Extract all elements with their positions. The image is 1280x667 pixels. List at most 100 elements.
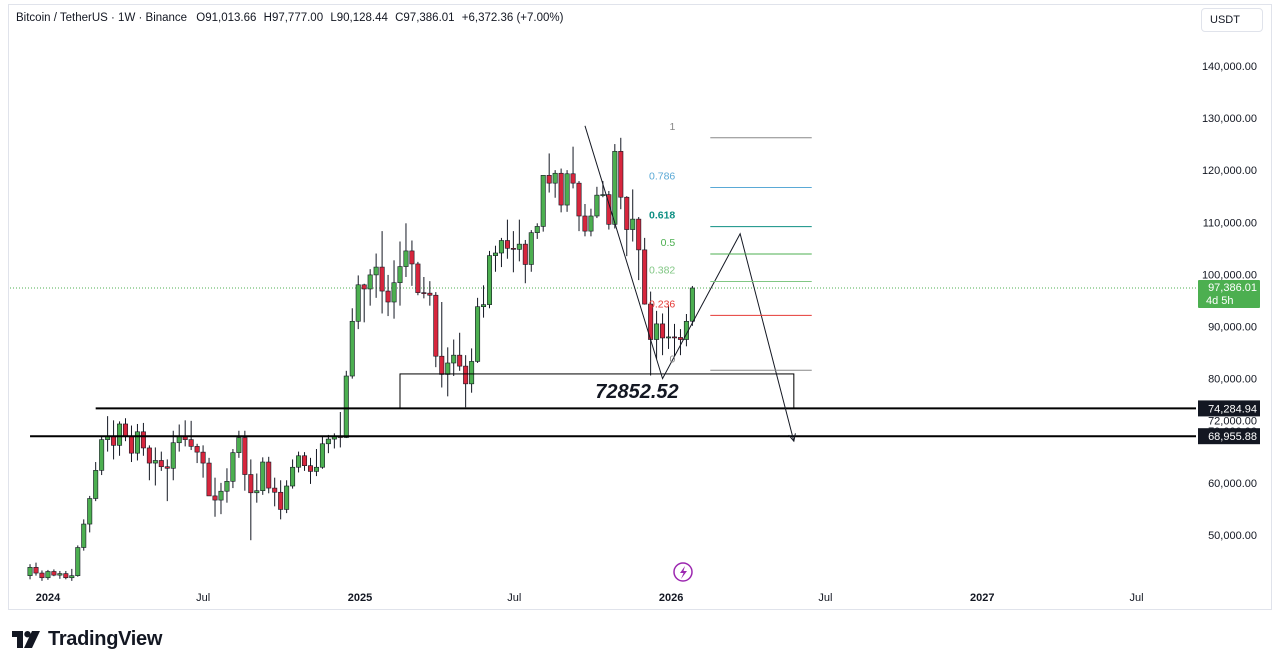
candle[interactable] [618, 137, 624, 210]
candle[interactable] [75, 545, 81, 577]
candle[interactable] [224, 468, 230, 503]
candle[interactable] [433, 292, 439, 368]
candle[interactable] [93, 462, 99, 502]
candle[interactable] [391, 260, 397, 319]
candle[interactable] [373, 253, 379, 298]
candle[interactable] [451, 339, 457, 377]
candle[interactable] [45, 569, 51, 580]
candle[interactable] [242, 430, 248, 491]
candle[interactable] [677, 329, 683, 356]
candle[interactable] [576, 181, 582, 232]
candle[interactable] [492, 245, 498, 272]
candle[interactable] [212, 477, 218, 517]
candle[interactable] [582, 204, 588, 237]
candle[interactable] [27, 564, 33, 580]
candle[interactable] [33, 562, 39, 576]
candle[interactable] [51, 569, 57, 577]
candle[interactable] [671, 323, 677, 357]
candle[interactable] [99, 435, 105, 476]
candle[interactable] [463, 355, 469, 408]
tradingview-logo[interactable]: TradingView [12, 627, 162, 651]
support-zone-box[interactable] [399, 373, 795, 409]
candle[interactable] [594, 186, 600, 219]
candle[interactable] [230, 448, 236, 489]
candle[interactable] [337, 411, 343, 448]
candle[interactable] [284, 480, 290, 514]
candle[interactable] [403, 223, 409, 277]
candle[interactable] [642, 237, 648, 305]
candle[interactable] [564, 170, 570, 212]
candle[interactable] [87, 495, 93, 533]
candle[interactable] [481, 285, 487, 318]
candle[interactable] [630, 189, 636, 242]
projection-path[interactable] [584, 125, 795, 442]
candle[interactable] [105, 416, 111, 452]
candle[interactable] [123, 418, 129, 442]
candle[interactable] [361, 283, 367, 323]
candle[interactable] [260, 457, 266, 495]
candle[interactable] [278, 480, 284, 520]
candle[interactable] [325, 434, 331, 454]
level-price-tag[interactable]: 68,955.88 [1198, 428, 1260, 445]
candle[interactable] [218, 482, 224, 515]
lightning-event-icon[interactable] [673, 562, 693, 582]
candle[interactable] [552, 170, 558, 198]
candle[interactable] [588, 208, 594, 237]
candle[interactable] [158, 451, 164, 471]
candle[interactable] [624, 196, 630, 257]
candle[interactable] [498, 237, 504, 268]
candle[interactable] [427, 281, 433, 306]
candle[interactable] [290, 459, 296, 489]
candle[interactable] [409, 240, 415, 286]
candle[interactable] [367, 269, 373, 306]
candle[interactable] [164, 459, 170, 502]
candle[interactable] [355, 275, 361, 330]
candle[interactable] [248, 459, 254, 541]
candle[interactable] [206, 457, 212, 497]
chart-panel[interactable] [8, 4, 1272, 610]
candle[interactable] [540, 175, 546, 232]
candle[interactable] [81, 519, 87, 551]
candle[interactable] [421, 276, 427, 299]
candle[interactable] [636, 217, 642, 281]
candle[interactable] [439, 302, 445, 388]
candle[interactable] [182, 420, 188, 447]
candle[interactable] [128, 425, 134, 463]
candle[interactable] [152, 447, 158, 486]
candle[interactable] [117, 421, 123, 456]
candle[interactable] [385, 274, 391, 317]
candle[interactable] [272, 477, 278, 507]
currency-button[interactable]: USDT [1201, 8, 1263, 32]
candle[interactable] [170, 430, 176, 481]
candle[interactable] [319, 437, 325, 469]
candle[interactable] [457, 332, 463, 371]
candle[interactable] [111, 420, 117, 460]
candle[interactable] [39, 570, 45, 581]
candle[interactable] [546, 153, 552, 193]
candle[interactable] [236, 430, 242, 458]
candle[interactable] [534, 223, 540, 239]
candle[interactable] [307, 457, 313, 484]
symbol-title[interactable]: Bitcoin / TetherUS · 1W · Binance [16, 12, 188, 24]
candle[interactable] [296, 451, 302, 473]
candle[interactable] [689, 285, 695, 326]
candle[interactable] [504, 219, 510, 259]
candle[interactable] [254, 473, 260, 503]
candle[interactable] [57, 570, 63, 579]
level-price-tag[interactable]: 74,284.94 [1198, 400, 1260, 417]
candle[interactable] [445, 347, 451, 397]
candle[interactable] [63, 570, 69, 580]
candle[interactable] [415, 261, 421, 296]
candle[interactable] [558, 168, 564, 213]
candle[interactable] [134, 423, 140, 461]
candle[interactable] [469, 348, 475, 393]
candle[interactable] [200, 445, 206, 478]
candle[interactable] [349, 308, 355, 379]
candle[interactable] [570, 146, 576, 189]
candle[interactable] [660, 313, 666, 356]
candle[interactable] [654, 310, 660, 359]
candle[interactable] [266, 456, 272, 494]
candle[interactable] [487, 250, 493, 309]
